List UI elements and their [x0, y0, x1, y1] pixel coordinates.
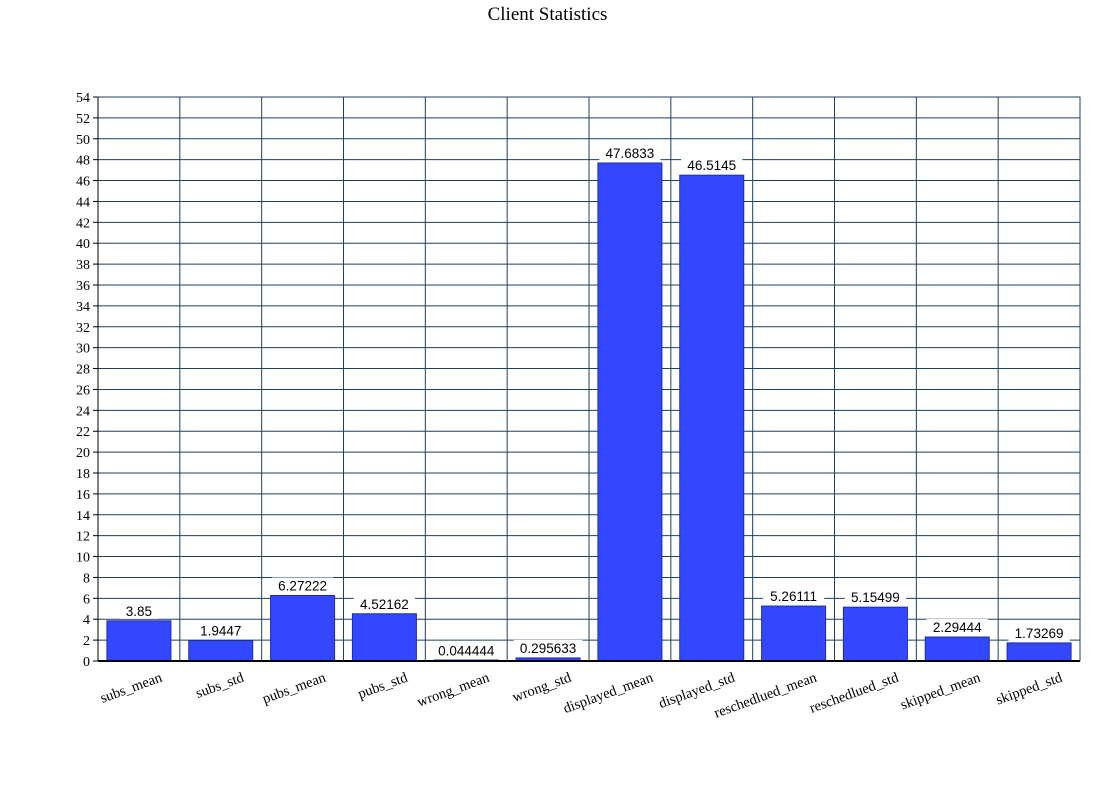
y-tick-label: 24 [76, 404, 90, 419]
y-tick-label: 48 [76, 154, 90, 169]
y-tick-label: 4 [83, 613, 90, 628]
y-tick-label: 46 [76, 175, 90, 190]
y-tick-label: 32 [76, 321, 90, 336]
y-tick-label: 30 [76, 342, 90, 357]
value-label: 1.73269 [1015, 626, 1064, 641]
y-tick-label: 2 [83, 634, 90, 649]
bar-pubs-std [351, 613, 417, 662]
y-tick-label: 34 [76, 300, 90, 315]
x-tick-label: subs_std [194, 669, 247, 701]
value-label-box [681, 157, 743, 174]
y-tick-label: 50 [76, 133, 90, 148]
value-label-box [119, 602, 159, 619]
y-tick-label: 40 [76, 237, 90, 252]
value-label-box [513, 639, 583, 656]
y-tick-label: 44 [76, 195, 90, 210]
bar-reschedlued-mean [761, 605, 827, 662]
y-tick-label: 16 [76, 488, 90, 503]
value-label-box [431, 642, 501, 659]
chart-title: Client Statistics [487, 4, 608, 25]
bar-skipped-std [1006, 642, 1072, 662]
value-label: 0.295633 [520, 641, 576, 656]
y-tick-label: 10 [76, 551, 90, 566]
value-label: 2.29444 [933, 620, 982, 635]
bar-skipped-mean [924, 636, 990, 662]
value-label: 0.044444 [438, 644, 495, 659]
value-label: 4.52162 [360, 597, 409, 612]
value-label-box [271, 577, 334, 594]
value-label: 46.5145 [687, 158, 736, 173]
bar-pubs-mean [270, 594, 336, 662]
x-tick-label: skipped_mean [898, 669, 983, 713]
value-label-box [599, 144, 661, 161]
value-label-box [353, 595, 416, 612]
x-tick-label: subs_mean [98, 669, 165, 706]
x-tick-label: skipped_std [994, 669, 1065, 708]
x-tick-label: pubs_mean [260, 669, 328, 707]
y-tick-label: 8 [83, 571, 90, 586]
y-tick-label: 6 [83, 592, 90, 607]
x-tick-label: wrong_mean [415, 669, 492, 710]
bar-subs-std [188, 640, 254, 662]
value-label: 47.6833 [606, 146, 655, 161]
value-label: 5.15499 [851, 590, 900, 605]
x-tick-label: displayed_mean [561, 669, 656, 717]
y-tick-label: 38 [76, 258, 90, 273]
value-label-box [1008, 624, 1070, 641]
value-label: 1.9447 [200, 624, 241, 639]
bar-reschedlued-std [842, 606, 908, 662]
bar-subs-mean [106, 620, 172, 662]
y-tick-label: 20 [76, 446, 90, 461]
y-tick-label: 22 [76, 425, 90, 440]
value-label-box [926, 619, 988, 636]
bar-displayed-mean [597, 162, 663, 662]
bar-displayed-std [679, 174, 745, 662]
y-tick-label: 52 [76, 112, 90, 127]
value-label: 6.27222 [278, 578, 327, 593]
y-tick-label: 28 [76, 363, 90, 378]
x-tick-label: pubs_std [356, 669, 411, 702]
value-label: 3.85 [126, 604, 152, 619]
y-tick-label: 14 [76, 509, 90, 524]
y-tick-label: 26 [76, 383, 90, 398]
value-label-box [844, 589, 907, 606]
y-tick-label: 54 [76, 91, 90, 106]
value-label: 5.26111 [770, 589, 817, 604]
x-tick-label: reschedlued_std [808, 669, 902, 716]
value-label-box [762, 588, 825, 605]
y-tick-label: 18 [76, 467, 90, 482]
y-tick-label: 12 [76, 530, 90, 545]
value-label-box [193, 622, 248, 639]
y-tick-label: 42 [76, 216, 90, 231]
y-tick-label: 36 [76, 279, 90, 294]
y-tick-label: 0 [83, 655, 90, 670]
